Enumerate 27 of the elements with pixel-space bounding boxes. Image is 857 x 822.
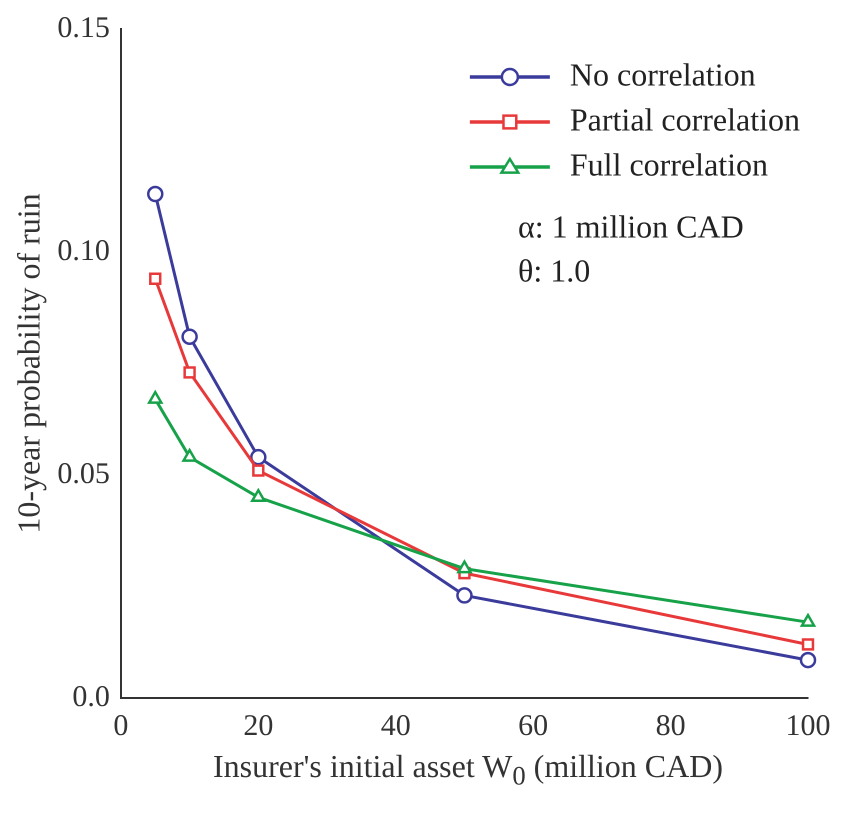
point [250, 448, 267, 466]
y-axis-title: 10-year probability of ruin [10, 193, 47, 534]
point [802, 638, 814, 651]
point [252, 464, 265, 477]
x-axis-title: Insurer's initial asset W$_{0}$ (million CAD) [212, 748, 724, 792]
x-tick-label: 100 [786, 708, 830, 742]
point [183, 366, 196, 379]
annotation: α: 1 million CAD [518, 208, 744, 244]
point [251, 489, 266, 502]
y-tick-label: 0.10 [57, 234, 110, 267]
point [147, 186, 164, 202]
y-tick-label: 0.05 [57, 456, 110, 490]
point [181, 328, 198, 345]
x-tick-label: 0 [113, 708, 128, 742]
point [456, 587, 473, 604]
x-tick-label: 80 [656, 708, 686, 742]
y-tick-label: 0.15 [57, 10, 110, 44]
x-tick-label: 20 [243, 708, 274, 742]
legend-label: Full correlation [570, 146, 768, 182]
x-tick-label: 40 [380, 708, 411, 742]
y-tick-label: 0.0 [72, 680, 110, 713]
annotation: θ: 1.0 [518, 252, 590, 288]
point [800, 652, 816, 668]
legend-label: Partial correlation [570, 101, 800, 138]
x-tick-label: 60 [518, 708, 548, 742]
point [149, 272, 162, 285]
legend-label: No correlation [570, 56, 756, 92]
